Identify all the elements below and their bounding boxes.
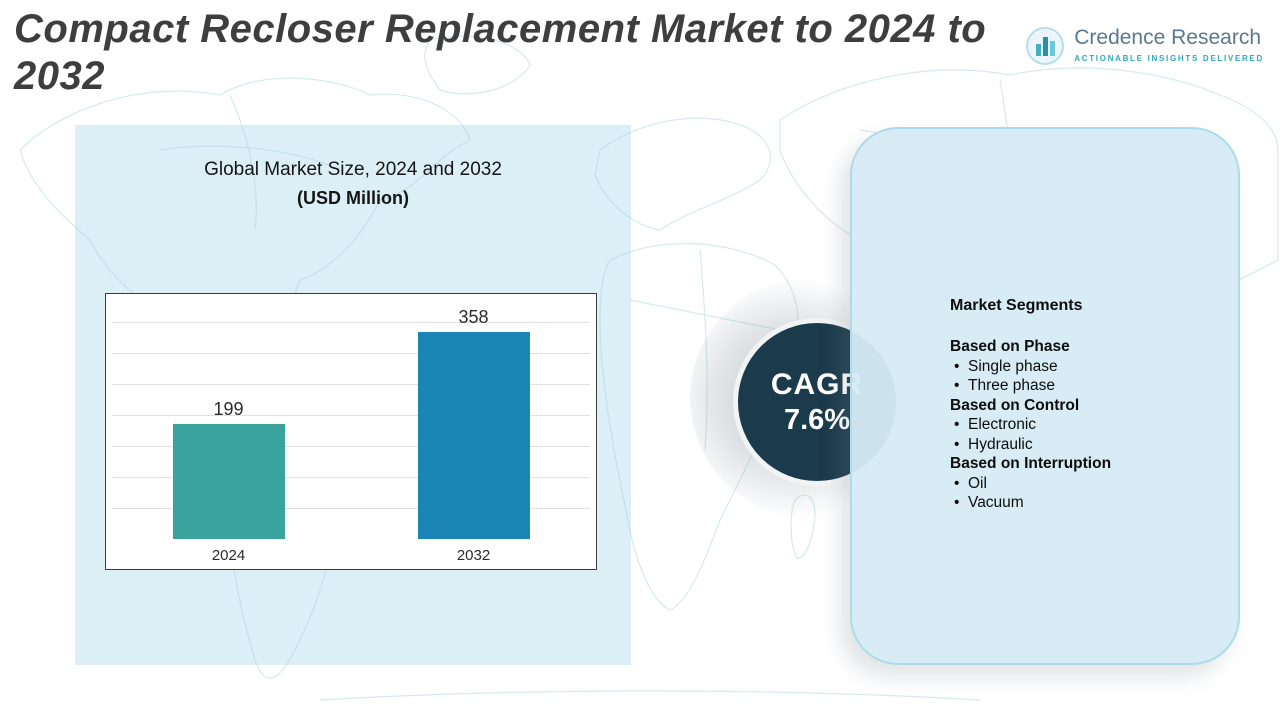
segment-item: Vacuum	[950, 493, 1210, 513]
bar-2024	[172, 424, 285, 539]
segment-item: Three phase	[950, 376, 1210, 396]
bar-value-label: 199	[213, 399, 244, 419]
segment-item: Single phase	[950, 357, 1210, 377]
logo-text: Credence Research Actionable Insights De…	[1074, 26, 1264, 63]
brand-logo: Credence Research Actionable Insights De…	[1025, 26, 1264, 66]
segments-list: Based on PhaseSingle phaseThree phaseBas…	[950, 337, 1210, 513]
market-size-panel: Global Market Size, 2024 and 2032 (USD M…	[75, 125, 631, 665]
segments-content: Market Segments Based on Phase Single pha…	[950, 297, 1210, 513]
bar-chart-logo-icon	[1026, 27, 1065, 65]
market-segments-panel: Market Segments Based on Phase Single pha…	[850, 127, 1240, 665]
bar-category-label: 2024	[211, 547, 246, 564]
map-na-borders	[159, 94, 341, 231]
bar-2032	[417, 332, 530, 539]
segment-item: Oil	[950, 474, 1210, 494]
bar-value-label: 358	[458, 307, 489, 327]
segments-heading: Market Segments	[950, 297, 1083, 314]
segment-group-title: Based on Interruption	[950, 455, 1112, 472]
map-europe	[594, 117, 771, 231]
segment-item: Hydraulic	[950, 435, 1210, 455]
cagr-value: 7.6%	[783, 403, 851, 436]
logo-name: Credence Research	[1074, 26, 1261, 49]
map-antarctica-edge	[319, 690, 981, 701]
bar-category-label: 2032	[456, 547, 491, 564]
bar-column: 358 2032	[351, 294, 596, 569]
map-africa	[599, 243, 800, 611]
chart-title: Global Market Size, 2024 and 2032	[204, 159, 502, 180]
logo-tagline: Actionable Insights Delivered	[1074, 54, 1264, 63]
bar-column: 199 2024	[106, 294, 351, 569]
segment-item: Electronic	[950, 415, 1210, 435]
cagr-label: CAGR	[770, 367, 864, 401]
bar-columns: 199 2024 358 2032	[106, 294, 596, 569]
page-title: Compact Recloser Replacement Market to 2…	[14, 7, 987, 99]
bar-chart: 199 2024 358 2032	[105, 293, 597, 570]
segment-group-title: Based on Control	[950, 396, 1080, 414]
chart-subtitle: (USD Million)	[297, 188, 409, 208]
segment-group-title: Based on Phase	[950, 338, 1070, 355]
chart-title-block: Global Market Size, 2024 and 2032 (USD M…	[75, 159, 631, 209]
map-greenland	[424, 35, 531, 95]
